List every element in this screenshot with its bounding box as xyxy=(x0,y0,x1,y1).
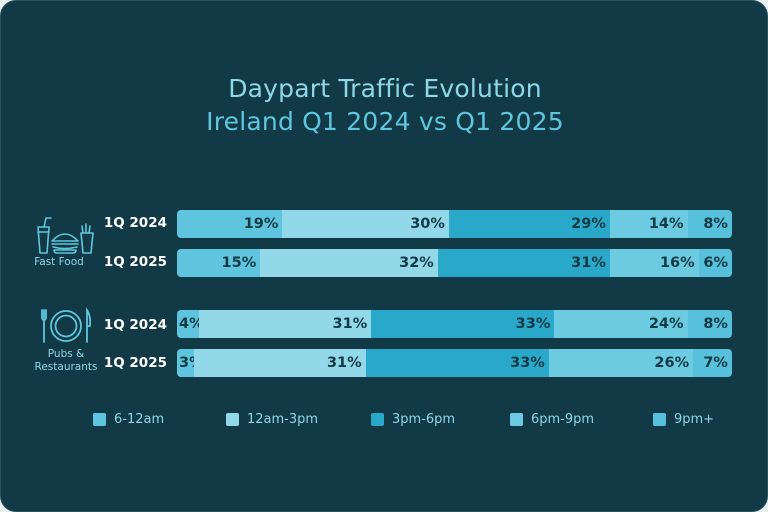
legend-swatch xyxy=(371,413,384,426)
data-label: 31% xyxy=(326,355,362,371)
bar-segment-6-12am: 4% xyxy=(177,310,204,338)
data-label: 4% xyxy=(179,316,204,332)
chart-subtitle: Ireland Q1 2024 vs Q1 2025 xyxy=(206,107,564,136)
row-label-pubs-2024: 1Q 2024 xyxy=(103,317,167,333)
fast-food-icon xyxy=(37,217,94,254)
bar-segment-6-12am: 15% xyxy=(177,249,261,277)
group-label-line: Pubs & xyxy=(47,348,85,360)
bar-segment-6pm-9pm: 14% xyxy=(609,210,688,238)
legend-item-12am-3pm: 12am-3pm xyxy=(226,412,318,427)
bar-segment-3pm-6pm: 29% xyxy=(448,210,610,238)
bar-segment-3pm-6pm: 31% xyxy=(437,249,610,277)
bar-pubs-2024: 4% 31% 33% 24% 8% xyxy=(177,310,732,338)
bar-segment-9pm-: 8% xyxy=(687,310,732,338)
bar-segment-12am-3pm: 30% xyxy=(282,210,449,238)
bar-segment-6pm-9pm: 16% xyxy=(609,249,699,277)
row-label-fast-food-2025: 1Q 2025 xyxy=(103,254,167,270)
bar-segment-9pm-: 6% xyxy=(698,249,732,277)
legend-label: 9pm+ xyxy=(674,412,715,427)
legend-label: 6-12am xyxy=(114,412,165,427)
bar-segment-12am-3pm: 32% xyxy=(260,249,438,277)
bar-segment-6pm-9pm: 24% xyxy=(554,310,688,338)
plate-cutlery-icon xyxy=(41,307,92,343)
data-label: 8% xyxy=(703,216,728,232)
data-label: 8% xyxy=(703,316,728,332)
bar-segment-12am-3pm: 31% xyxy=(193,349,366,377)
bar-fast-food-2025: 15% 32% 31% 16% 6% xyxy=(177,249,732,277)
data-label: 29% xyxy=(571,216,606,232)
legend-item-6pm-9pm: 6pm-9pm xyxy=(510,412,594,427)
legend-swatch xyxy=(510,413,523,426)
bar-pubs-2025: 3% 31% 33% 26% 7% xyxy=(177,349,732,377)
data-label: 6% xyxy=(703,255,728,271)
data-label: 14% xyxy=(648,216,684,232)
data-label: 31% xyxy=(571,255,606,271)
legend-item-9pm-plus: 9pm+ xyxy=(653,412,714,427)
data-label: 26% xyxy=(654,355,690,371)
row-label-fast-food-2024: 1Q 2024 xyxy=(103,215,167,231)
data-label: 30% xyxy=(410,216,445,232)
data-label: 15% xyxy=(221,255,257,271)
legend-label: 6pm-9pm xyxy=(531,412,595,427)
bar-segment-6pm-9pm: 26% xyxy=(548,349,694,377)
legend-swatch xyxy=(226,413,239,426)
data-label: 32% xyxy=(399,255,434,271)
data-label: 16% xyxy=(659,255,695,271)
legend-item-6-12am: 6-12am xyxy=(93,412,164,427)
legend-item-3pm-6pm: 3pm-6pm xyxy=(371,412,455,427)
data-label: 33% xyxy=(515,316,551,332)
bar-segment-3pm-6pm: 33% xyxy=(371,310,555,338)
bar-fast-food-2024: 19% 30% 29% 14% 8% xyxy=(177,210,732,238)
bar-segment-12am-3pm: 31% xyxy=(199,310,372,338)
legend-swatch xyxy=(93,413,106,426)
legend-label: 3pm-6pm xyxy=(392,412,456,427)
data-label: 19% xyxy=(243,216,279,232)
bar-segment-6-12am: 19% xyxy=(177,210,283,238)
bar-segment-9pm-: 8% xyxy=(687,210,732,238)
data-label: 7% xyxy=(703,355,728,371)
group-label-line: Restaurants xyxy=(34,361,98,373)
data-label: 24% xyxy=(648,316,684,332)
chart-title: Daypart Traffic Evolution xyxy=(228,74,542,103)
data-label: 33% xyxy=(510,355,545,371)
row-label-pubs-2025: 1Q 2025 xyxy=(103,355,167,371)
legend-label: 12am-3pm xyxy=(247,412,319,427)
data-label: 31% xyxy=(332,316,368,332)
bar-segment-3pm-6pm: 33% xyxy=(365,349,549,377)
group-label-fast-food: Fast Food xyxy=(34,256,84,268)
bar-segment-9pm-: 7% xyxy=(693,349,732,377)
bar-segment-6-12am: 3% xyxy=(177,349,204,377)
legend-swatch xyxy=(653,413,666,426)
group-label-pubs-restaurants: Pubs & Restaurants xyxy=(19,348,113,374)
